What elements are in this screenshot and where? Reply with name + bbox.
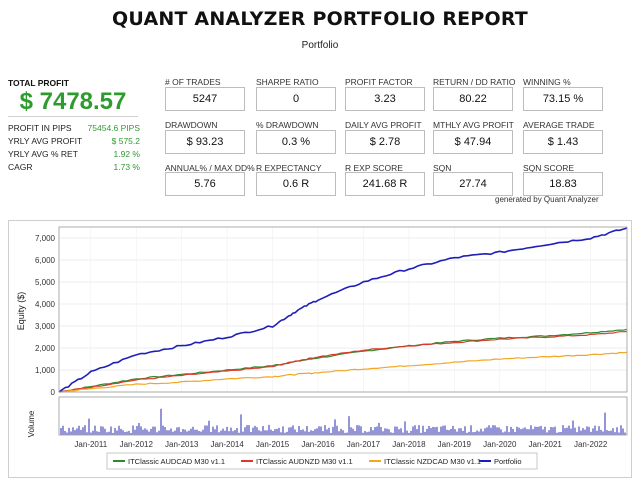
y-tick-label: 5,000	[35, 278, 56, 287]
stat-label: SQN	[433, 163, 452, 173]
stat-value-box: $ 47.94	[433, 130, 513, 154]
equity-plot-border	[58, 226, 628, 393]
legend-entry: Portfolio	[494, 457, 522, 466]
summary-label: PROFIT IN PIPS	[8, 123, 72, 133]
x-tick-label: Jan-2013	[165, 440, 199, 449]
stat-value-box: 27.74	[433, 172, 513, 196]
x-tick-label: Jan-2015	[256, 440, 290, 449]
stat-label: MTHLY AVG PROFIT	[433, 120, 514, 130]
legend-entry: ITClassic AUDCAD M30 v1.1	[128, 457, 225, 466]
stat-value-box: 241.68 R	[345, 172, 425, 196]
stat-value-box: 5247	[165, 87, 245, 111]
stat-value-box: $ 2.78	[345, 130, 425, 154]
y-tick-label: 4,000	[35, 300, 56, 309]
generated-by-note: generated by Quant Analyzer	[495, 195, 599, 204]
stat-label: DRAWDOWN	[165, 120, 218, 130]
equity-y-axis-label: Equity ($)	[16, 292, 26, 331]
equity-chart: 0 1,000 2,000 3,000 4,000 5,000 6,000 7,000 Equ…	[16, 226, 628, 470]
equity-y-ticks: 0 1,000 2,000 3,000 4,000 5,000 6,000 7,000	[35, 234, 56, 397]
chart-frame: 0 1,000 2,000 3,000 4,000 5,000 6,000 7,000 Equ…	[8, 220, 632, 478]
stat-value-box: 0	[256, 87, 336, 111]
x-tick-label: Jan-2014	[210, 440, 244, 449]
report-subtitle: Portfolio	[301, 40, 339, 51]
x-tick-label: Jan-2019	[438, 440, 472, 449]
stat-label: % DRAWDOWN	[256, 120, 319, 130]
summary-value: 1.92 %	[113, 149, 140, 159]
y-tick-label: 1,000	[35, 366, 56, 375]
y-tick-label: 6,000	[35, 256, 56, 265]
stat-value-box: 80.22	[433, 87, 513, 111]
stat-value-box: 73.15 %	[523, 87, 603, 111]
stat-value-box: 0.3 %	[256, 130, 336, 154]
series-line	[58, 227, 628, 393]
stat-label: RETURN / DD RATIO	[433, 77, 516, 87]
x-tick-label: Jan-2018	[392, 440, 426, 449]
volume-bars	[60, 408, 626, 435]
y-tick-label: 3,000	[35, 322, 56, 331]
legend-entry: ITClassic NZDCAD M30 v1.1	[384, 457, 481, 466]
summary-value: 1.73 %	[113, 162, 140, 172]
series-line	[58, 328, 628, 393]
summary-label: YRLY AVG % RET	[8, 149, 78, 159]
x-tick-label: Jan-2022	[574, 440, 608, 449]
y-tick-label: 7,000	[35, 234, 56, 243]
x-tick-label: Jan-2021	[529, 440, 563, 449]
stat-value-box: $ 1.43	[523, 130, 603, 154]
equity-series-lines	[58, 227, 628, 393]
x-tick-label: Jan-2017	[347, 440, 381, 449]
stat-label: WINNING %	[523, 77, 571, 87]
x-tick-label: Jan-2016	[301, 440, 335, 449]
stat-label: DAILY AVG PROFIT	[345, 120, 422, 130]
y-tick-label: 0	[51, 388, 56, 397]
stat-value-box: $ 93.23	[165, 130, 245, 154]
total-profit-value: $ 7478.57	[19, 88, 127, 115]
summary-label: YRLY AVG PROFIT	[8, 136, 83, 146]
volume-plot-border	[58, 396, 628, 436]
stat-value-box: 5.76	[165, 172, 245, 196]
chart-legend: ITClassic AUDCAD M30 v1.1 ITClassic AUDNZ…	[106, 452, 538, 470]
summary-value: $ 575.2	[111, 136, 140, 146]
summary-value: 75454.6 PIPS	[87, 123, 140, 133]
y-tick-label: 2,000	[35, 344, 56, 353]
x-tick-label: Jan-2011	[74, 440, 107, 449]
volume-axis-label: Volume	[27, 410, 36, 437]
stat-label: PROFIT FACTOR	[345, 77, 413, 87]
legend-entry: ITClassic AUDNZD M30 v1.1	[256, 457, 353, 466]
report-title: QUANT ANALYZER PORTFOLIO REPORT	[112, 8, 528, 30]
x-tick-label: Jan-2012	[120, 440, 154, 449]
stat-label: SHARPE RATIO	[256, 77, 319, 87]
stat-label: ANNUAL% / MAX DD%	[165, 163, 255, 173]
summary-label: CAGR	[8, 162, 33, 172]
stat-value-box: 0.6 R	[256, 172, 336, 196]
stat-value-box: 18.83	[523, 172, 603, 196]
stat-value-box: 3.23	[345, 87, 425, 111]
legend-box	[106, 452, 538, 470]
stat-label: AVERAGE TRADE	[523, 120, 595, 130]
total-profit-label: TOTAL PROFIT	[8, 78, 69, 88]
stat-label: # OF TRADES	[165, 77, 221, 87]
stat-label: R EXP SCORE	[345, 163, 403, 173]
x-axis-ticks: Jan-2011 Jan-2012 Jan-2013 Jan-2014 Jan-2015…	[74, 440, 607, 449]
series-line	[58, 351, 628, 393]
equity-gridlines	[59, 227, 627, 393]
stat-label: SQN SCORE	[523, 163, 575, 173]
x-tick-label: Jan-2020	[483, 440, 517, 449]
series-line	[58, 330, 628, 393]
stat-label: R EXPECTANCY	[256, 163, 322, 173]
total-profit-separator	[8, 116, 138, 117]
